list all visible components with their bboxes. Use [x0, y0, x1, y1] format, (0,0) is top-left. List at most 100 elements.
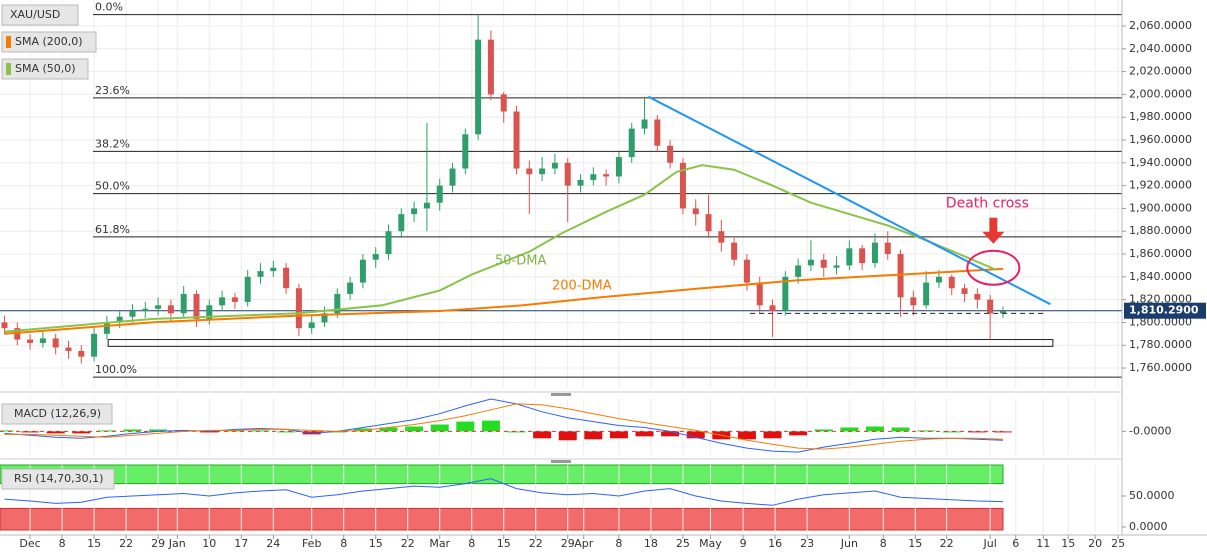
candle-body [654, 119, 661, 146]
legend-box[interactable] [1, 403, 113, 425]
candle-body [27, 339, 34, 343]
y-tick-label: 2,040.0000 [1129, 42, 1192, 55]
candle-body [833, 265, 840, 268]
candle-body [615, 157, 622, 177]
candle-body [129, 311, 136, 317]
candle-body [244, 276, 251, 302]
candle-body [782, 276, 789, 312]
candle-body [999, 311, 1006, 314]
candle-body [961, 288, 968, 294]
trendline [647, 95, 1051, 306]
candle-body [539, 168, 546, 175]
candle-body [475, 39, 482, 135]
sma-line [4, 267, 1004, 335]
x-tick-label: 18 [644, 537, 658, 550]
legend-box[interactable] [1, 58, 89, 80]
macd-histogram-bar [405, 426, 424, 432]
x-tick-label: 15 [369, 537, 383, 550]
x-tick-label: Jul [983, 537, 997, 550]
legend-box[interactable] [1, 31, 97, 53]
macd-histogram-bar [72, 431, 91, 434]
y-tick-label: 50.0000 [1129, 489, 1175, 502]
candle-body [487, 39, 494, 95]
y-tick-label: 1,900.0000 [1129, 201, 1192, 214]
candle-body [193, 293, 200, 320]
candle-body [692, 208, 699, 215]
candle-body [526, 168, 533, 175]
x-tick-label: 9 [740, 537, 747, 550]
support-zone [107, 339, 1054, 347]
x-tick-label: 15 [87, 537, 101, 550]
y-tick-label: 1,980.0000 [1129, 110, 1192, 123]
candle-body [167, 305, 174, 314]
x-tick-label: 8 [880, 537, 887, 550]
x-tick-label: 22 [940, 537, 954, 550]
y-tick-label: 1,780.0000 [1129, 338, 1192, 351]
candle-body [321, 313, 328, 323]
macd-histogram-bar [507, 431, 526, 433]
candle-body [91, 333, 98, 357]
candle-body [641, 119, 648, 129]
candle-body [807, 259, 814, 266]
candle-body [948, 276, 955, 289]
legend-box[interactable] [1, 4, 79, 26]
y-tick-label: -0.0000 [1129, 424, 1171, 437]
fib-label: 61.8% [95, 223, 130, 236]
candle-body [705, 214, 712, 232]
candle-body [385, 231, 392, 255]
candle-body [347, 282, 354, 294]
y-tick-label: 2,060.0000 [1129, 19, 1192, 32]
x-tick-label: 22 [529, 537, 543, 550]
candle-body [871, 242, 878, 264]
candle-body [718, 231, 725, 243]
candle-body [295, 288, 302, 329]
panel-handle[interactable] [551, 460, 571, 463]
annotation: 50-DMA [495, 254, 546, 269]
x-tick-label: 20 [1088, 537, 1102, 550]
macd-histogram-bar [609, 431, 628, 439]
macd-histogram-bar [840, 427, 859, 432]
candle-body [1, 322, 8, 329]
macd-histogram-bar [917, 430, 936, 432]
x-tick-label: 8 [340, 537, 347, 550]
candle-body [257, 271, 264, 277]
x-tick-label: 25 [1111, 537, 1125, 550]
death-cross-arrow [982, 217, 1005, 244]
legend-box[interactable] [1, 468, 115, 490]
rsi-overbought-band [0, 464, 1004, 485]
macd-histogram-bar [277, 431, 296, 433]
candle-body [308, 322, 315, 329]
candle-body [935, 276, 942, 283]
candle-body [910, 297, 917, 306]
candle-body [679, 162, 686, 209]
macd-histogram-bar [763, 431, 782, 439]
indicator-label: RSI (14,70,30,1) [14, 472, 103, 485]
candle-body [180, 293, 187, 314]
panel-handle[interactable] [551, 393, 571, 396]
x-tick-label: 8 [468, 537, 475, 550]
x-tick-label: Mar [429, 537, 450, 550]
death-cross-circle [966, 249, 1021, 286]
macd-histogram-bar [533, 431, 552, 439]
price-tag-label: 1,810.2900 [1129, 304, 1199, 317]
candle-body [667, 145, 674, 163]
x-tick-label: 15 [1061, 537, 1075, 550]
x-tick-label: 16 [768, 537, 782, 550]
candle-body [103, 322, 110, 334]
macd-histogram-bar [0, 430, 14, 432]
candle-body [756, 282, 763, 306]
macd-histogram-bar [481, 420, 500, 432]
fib-label: 50.0% [95, 180, 130, 193]
y-tick-label: 1,860.0000 [1129, 247, 1192, 260]
signal-line [4, 403, 1004, 450]
macd-histogram-bar [686, 431, 705, 439]
candle-body [577, 179, 584, 186]
macd-histogram-bar [379, 427, 398, 432]
x-tick-label: 29 [151, 537, 165, 550]
macd-histogram-bar [251, 430, 270, 432]
macd-histogram-bar [21, 431, 40, 433]
candle-body [820, 259, 827, 268]
rsi-oversold-band [0, 507, 1004, 531]
candle-body [769, 305, 776, 312]
